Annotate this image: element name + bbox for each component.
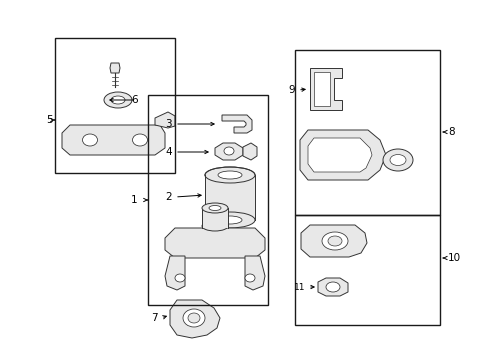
Ellipse shape: [325, 282, 339, 292]
Polygon shape: [243, 143, 257, 160]
Bar: [148, 95, 267, 305]
Ellipse shape: [382, 149, 412, 171]
Ellipse shape: [224, 147, 234, 155]
Text: 10: 10: [447, 253, 460, 263]
Ellipse shape: [321, 232, 347, 250]
Ellipse shape: [389, 154, 405, 166]
Ellipse shape: [187, 313, 200, 323]
Ellipse shape: [204, 212, 254, 228]
Ellipse shape: [175, 274, 184, 282]
Ellipse shape: [202, 221, 227, 231]
Polygon shape: [299, 130, 385, 180]
Bar: [204, 175, 254, 220]
Polygon shape: [317, 278, 347, 296]
Text: 1: 1: [130, 195, 137, 205]
Ellipse shape: [204, 167, 254, 183]
Ellipse shape: [244, 274, 254, 282]
Text: 3: 3: [165, 119, 172, 129]
Polygon shape: [215, 143, 243, 160]
Polygon shape: [62, 125, 164, 155]
Polygon shape: [164, 256, 184, 290]
Polygon shape: [222, 115, 251, 133]
Bar: [313, 72, 329, 106]
Text: 6: 6: [131, 95, 138, 105]
Polygon shape: [301, 225, 366, 257]
Ellipse shape: [82, 134, 97, 146]
Ellipse shape: [111, 96, 125, 104]
Polygon shape: [155, 112, 175, 128]
Ellipse shape: [218, 171, 242, 179]
Ellipse shape: [208, 206, 221, 211]
Text: 7: 7: [151, 313, 158, 323]
Text: 9: 9: [288, 85, 294, 95]
Ellipse shape: [202, 203, 227, 213]
Text: 4: 4: [165, 147, 172, 157]
Text: 8: 8: [447, 127, 454, 137]
Polygon shape: [244, 256, 264, 290]
Ellipse shape: [183, 309, 204, 327]
Bar: [55, 38, 175, 173]
Polygon shape: [170, 300, 220, 338]
Polygon shape: [307, 138, 371, 172]
Polygon shape: [309, 68, 341, 110]
Polygon shape: [110, 63, 120, 73]
Bar: [294, 50, 439, 215]
Ellipse shape: [132, 134, 147, 146]
Text: 2: 2: [165, 192, 172, 202]
Bar: [202, 208, 227, 228]
Ellipse shape: [104, 92, 132, 108]
Ellipse shape: [327, 236, 341, 246]
Polygon shape: [164, 228, 264, 258]
Bar: [294, 215, 439, 325]
Text: 5: 5: [46, 115, 53, 125]
Text: 11: 11: [293, 283, 305, 292]
Ellipse shape: [218, 216, 242, 224]
